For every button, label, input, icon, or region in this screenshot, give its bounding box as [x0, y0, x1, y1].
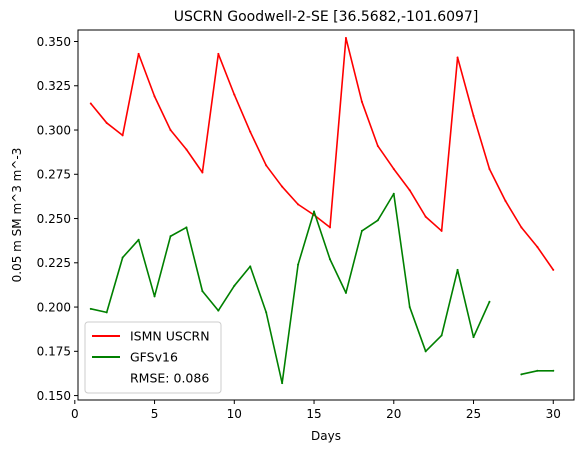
data-point-ismn-uscrn — [137, 52, 140, 55]
x-tick-label: 0 — [71, 407, 79, 421]
data-point-gfsv16 — [137, 238, 140, 241]
y-tick-label: 0.275 — [37, 168, 71, 182]
data-point-gfsv16 — [185, 226, 188, 229]
data-point-gfsv16 — [424, 350, 427, 353]
y-axis-label: 0.05 m SM m^3 m^-3 — [10, 148, 24, 283]
data-point-gfsv16 — [153, 295, 156, 298]
data-point-gfsv16 — [233, 284, 236, 287]
data-point-ismn-uscrn — [153, 95, 156, 98]
data-point-gfsv16 — [392, 192, 395, 195]
data-point-ismn-uscrn — [281, 185, 284, 188]
data-point-ismn-uscrn — [233, 93, 236, 96]
data-point-ismn-uscrn — [169, 129, 172, 132]
data-point-gfsv16 — [328, 258, 331, 261]
data-point-gfsv16 — [344, 291, 347, 294]
data-point-ismn-uscrn — [297, 203, 300, 206]
x-tick-label: 20 — [386, 407, 401, 421]
x-tick-label: 25 — [466, 407, 481, 421]
data-point-ismn-uscrn — [536, 245, 539, 248]
data-point-gfsv16 — [201, 290, 204, 293]
data-point-gfsv16 — [105, 311, 108, 314]
data-point-ismn-uscrn — [424, 215, 427, 218]
series-line-gfsv16 — [90, 192, 491, 384]
data-point-ismn-uscrn — [504, 199, 507, 202]
x-tick-label: 30 — [546, 407, 561, 421]
data-point-ismn-uscrn — [185, 148, 188, 151]
data-point-gfsv16 — [281, 382, 284, 385]
data-point-ismn-uscrn — [552, 268, 555, 271]
series-gfsv16 — [89, 192, 555, 385]
y-tick-label: 0.150 — [37, 389, 71, 403]
data-point-ismn-uscrn — [408, 189, 411, 192]
y-tick-label: 0.200 — [37, 300, 71, 314]
y-tick-label: 0.325 — [37, 79, 71, 93]
data-point-gfsv16 — [408, 306, 411, 309]
data-point-gfsv16 — [249, 265, 252, 268]
data-point-gfsv16 — [89, 307, 92, 310]
data-point-ismn-uscrn — [265, 164, 268, 167]
series-ismn-uscrn — [89, 36, 555, 271]
data-point-gfsv16 — [217, 309, 220, 312]
data-point-ismn-uscrn — [456, 56, 459, 59]
data-point-ismn-uscrn — [201, 171, 204, 174]
y-tick-label: 0.225 — [37, 256, 71, 270]
data-point-gfsv16 — [440, 334, 443, 337]
data-point-gfsv16 — [360, 229, 363, 232]
x-axis-label: Days — [311, 429, 341, 443]
data-point-ismn-uscrn — [488, 167, 491, 170]
x-tick-label: 5 — [151, 407, 159, 421]
data-point-gfsv16 — [121, 256, 124, 259]
y-tick-label: 0.350 — [37, 35, 71, 49]
data-point-ismn-uscrn — [440, 229, 443, 232]
data-point-ismn-uscrn — [360, 100, 363, 103]
x-axis: 0 5 10 15 20 25 30 — [71, 400, 561, 421]
data-point-ismn-uscrn — [217, 52, 220, 55]
data-point-ismn-uscrn — [328, 226, 331, 229]
y-tick-label: 0.175 — [37, 345, 71, 359]
data-point-gfsv16 — [313, 210, 316, 213]
data-point-ismn-uscrn — [249, 130, 252, 133]
y-tick-label: 0.300 — [37, 123, 71, 137]
x-tick-label: 15 — [306, 407, 321, 421]
data-point-gfsv16 — [472, 336, 475, 339]
legend-box — [84, 321, 222, 394]
series-layer — [89, 36, 555, 385]
data-point-ismn-uscrn — [89, 102, 92, 105]
data-point-ismn-uscrn — [376, 144, 379, 147]
legend-rmse-note: RMSE: 0.086 — [130, 371, 209, 386]
data-point-ismn-uscrn — [121, 134, 124, 137]
data-point-gfsv16 — [376, 219, 379, 222]
y-tick-label: 0.250 — [37, 212, 71, 226]
data-point-ismn-uscrn — [344, 36, 347, 39]
y-axis: 0.150 0.175 0.200 0.225 0.250 0.275 0.300 0.325… — [37, 35, 78, 403]
data-point-gfsv16 — [536, 369, 539, 372]
data-point-ismn-uscrn — [392, 167, 395, 170]
data-point-ismn-uscrn — [520, 226, 523, 229]
series-line-ismn-uscrn — [90, 37, 554, 271]
data-point-ismn-uscrn — [472, 114, 475, 117]
data-point-ismn-uscrn — [105, 121, 108, 124]
data-point-gfsv16 — [552, 369, 555, 372]
x-tick-label: 10 — [227, 407, 242, 421]
legend-label-ismn-uscrn: ISMN USCRN — [130, 329, 210, 344]
legend-label-gfsv16: GFSv16 — [130, 350, 178, 365]
data-point-gfsv16 — [488, 300, 491, 303]
data-point-gfsv16 — [456, 268, 459, 271]
legend: ISMN USCRN GFSv16 RMSE: 0.086 — [84, 321, 222, 394]
data-point-gfsv16 — [297, 263, 300, 266]
chart-title: USCRN Goodwell-2-SE [36.5682,-101.6097] — [174, 9, 479, 25]
data-point-gfsv16 — [265, 311, 268, 314]
data-point-gfsv16 — [520, 373, 523, 376]
data-point-gfsv16 — [169, 235, 172, 238]
